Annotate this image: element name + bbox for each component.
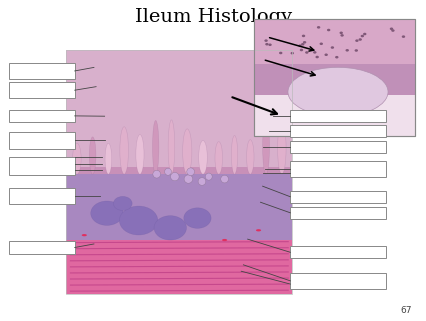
Circle shape <box>305 51 308 54</box>
Bar <box>66 167 292 174</box>
Ellipse shape <box>164 168 171 175</box>
Ellipse shape <box>198 141 207 174</box>
Bar <box>253 64 414 95</box>
Circle shape <box>183 208 210 228</box>
Ellipse shape <box>246 140 253 174</box>
Bar <box>9 132 75 149</box>
Circle shape <box>265 43 268 46</box>
Ellipse shape <box>105 143 112 174</box>
Bar <box>253 19 414 66</box>
Bar <box>9 82 75 98</box>
Bar <box>66 167 292 240</box>
Circle shape <box>324 54 327 56</box>
Bar <box>290 246 386 258</box>
Ellipse shape <box>153 170 160 178</box>
Circle shape <box>154 216 186 240</box>
Circle shape <box>268 43 271 46</box>
Ellipse shape <box>72 143 81 174</box>
Text: Ileum Histology: Ileum Histology <box>135 8 291 26</box>
Ellipse shape <box>231 135 237 174</box>
Bar <box>66 50 292 294</box>
Bar <box>290 207 386 219</box>
Circle shape <box>340 34 343 37</box>
Bar <box>9 110 75 122</box>
Circle shape <box>113 196 132 211</box>
Circle shape <box>390 29 394 32</box>
Ellipse shape <box>182 129 191 174</box>
Circle shape <box>389 28 392 30</box>
Ellipse shape <box>89 137 96 174</box>
Circle shape <box>299 49 302 51</box>
Ellipse shape <box>187 168 194 176</box>
Circle shape <box>345 49 348 52</box>
Circle shape <box>264 39 267 42</box>
Ellipse shape <box>120 127 128 174</box>
Circle shape <box>90 201 123 225</box>
Circle shape <box>312 51 316 54</box>
Circle shape <box>302 41 305 44</box>
Bar <box>290 191 386 203</box>
Ellipse shape <box>170 172 178 181</box>
Ellipse shape <box>222 239 227 241</box>
Circle shape <box>354 49 357 52</box>
Circle shape <box>354 39 358 42</box>
Ellipse shape <box>287 67 387 117</box>
Circle shape <box>316 26 320 29</box>
Bar <box>253 19 414 136</box>
Ellipse shape <box>81 234 86 236</box>
Bar <box>253 19 414 136</box>
Ellipse shape <box>256 229 261 231</box>
Text: 67: 67 <box>400 306 411 315</box>
Circle shape <box>360 35 363 37</box>
Circle shape <box>358 38 361 41</box>
Ellipse shape <box>198 178 205 185</box>
Circle shape <box>334 56 338 58</box>
Bar <box>290 141 386 153</box>
Bar <box>290 160 386 177</box>
Ellipse shape <box>168 120 174 174</box>
Bar <box>9 188 75 204</box>
Bar <box>66 50 292 294</box>
Circle shape <box>298 44 301 47</box>
Ellipse shape <box>135 134 144 174</box>
Bar <box>290 110 386 122</box>
Bar <box>9 157 75 175</box>
Bar <box>66 240 292 294</box>
Circle shape <box>326 29 330 31</box>
Circle shape <box>315 56 318 58</box>
Bar <box>290 273 386 289</box>
Ellipse shape <box>220 175 228 183</box>
Ellipse shape <box>205 173 212 180</box>
Circle shape <box>290 52 293 55</box>
Circle shape <box>119 206 158 235</box>
Bar <box>66 50 292 172</box>
Ellipse shape <box>277 122 285 174</box>
Bar <box>9 241 75 254</box>
Ellipse shape <box>262 119 269 174</box>
Ellipse shape <box>214 142 222 174</box>
Circle shape <box>401 35 404 38</box>
Circle shape <box>339 31 342 34</box>
Circle shape <box>278 52 282 54</box>
Circle shape <box>300 43 304 46</box>
Bar <box>9 63 75 79</box>
Ellipse shape <box>152 120 158 174</box>
Ellipse shape <box>184 175 192 183</box>
Bar <box>290 125 386 137</box>
Circle shape <box>319 42 322 45</box>
Circle shape <box>330 46 333 49</box>
Circle shape <box>362 33 366 35</box>
Circle shape <box>301 35 305 37</box>
